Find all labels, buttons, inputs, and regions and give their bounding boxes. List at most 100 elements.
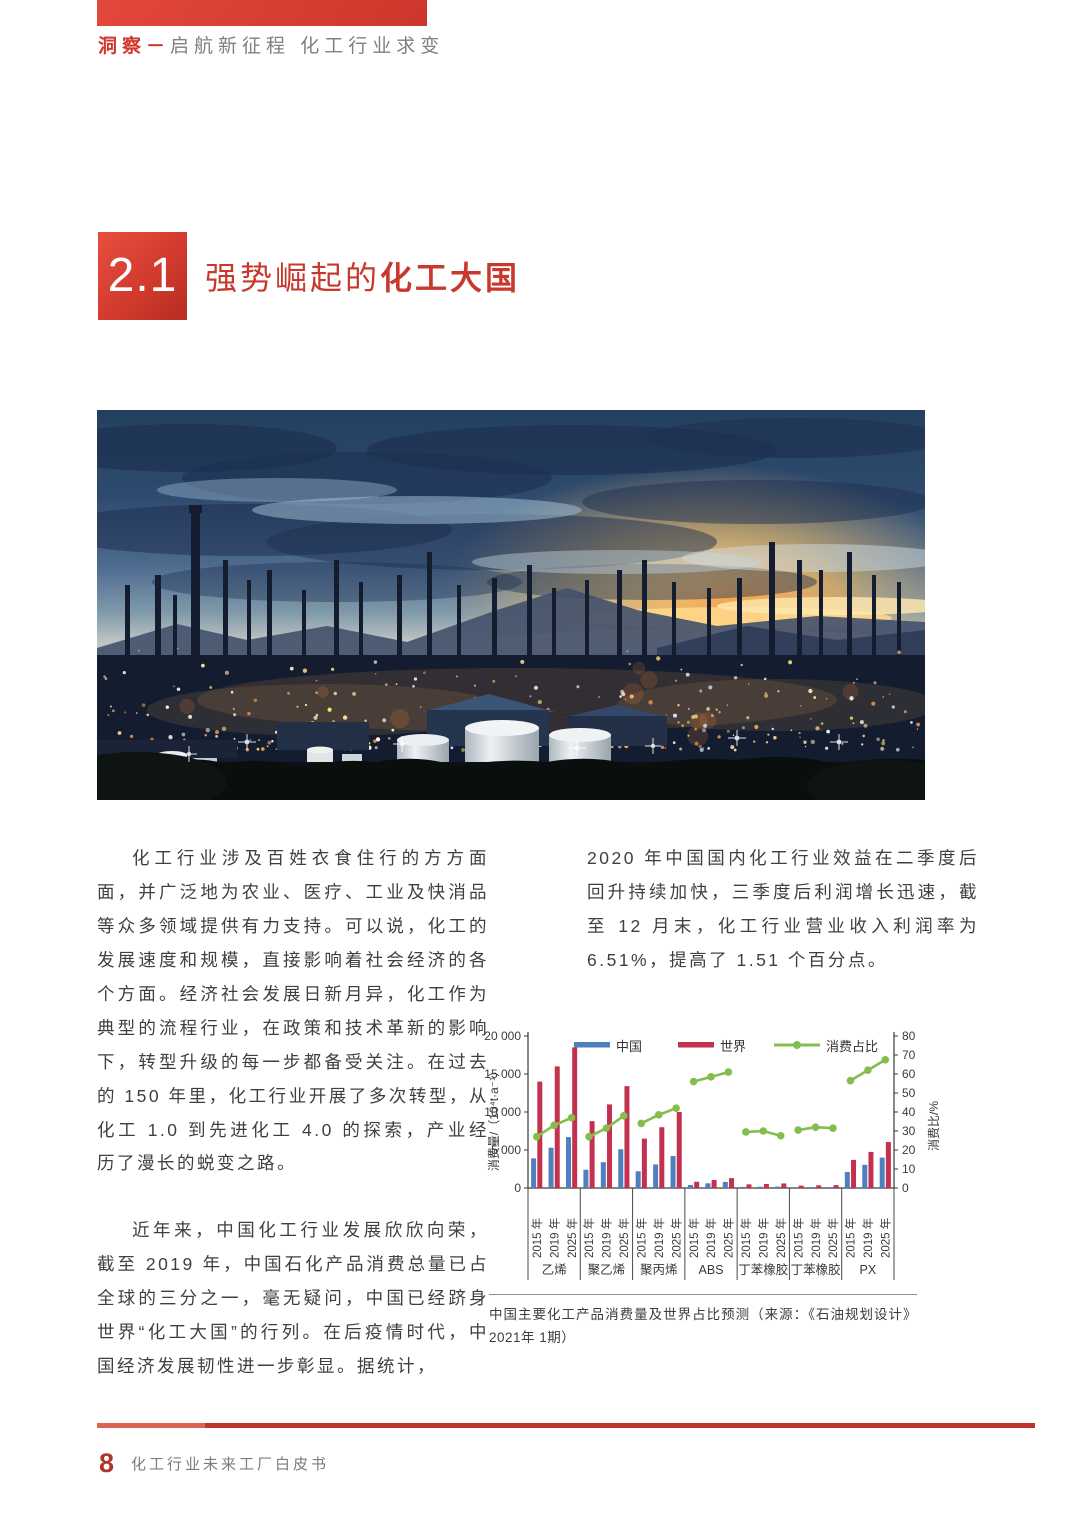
legend-swatch-china [574,1042,610,1048]
right-column: 2020 年中国国内化工行业效益在二季度后回升持续加快，三季度后利润增长迅速，截… [587,842,979,978]
share-marker [811,1123,820,1131]
group-label: PX [860,1263,877,1277]
group-label: 乙烯 [542,1263,567,1277]
refinery-photo-illustration [97,410,925,800]
svg-text:70: 70 [902,1048,916,1062]
section-title: 强势崛起的 化工大国 [205,232,520,320]
section-title-bold: 化工大国 [380,260,521,296]
share-marker [794,1126,802,1134]
paragraph: 近年来，中国化工行业发展欣欣向荣，截至 2019 年，中国石化产品消费总量已占全… [97,1220,489,1377]
svg-text:2025 年: 2025 年 [617,1218,631,1258]
section-number: 2.1 [107,249,178,302]
svg-text:2015 年: 2015 年 [687,1218,701,1258]
svg-text:20: 20 [902,1143,916,1157]
svg-text:2025 年: 2025 年 [565,1218,579,1258]
svg-text:2019 年: 2019 年 [600,1218,614,1258]
running-header: 洞察－启航新征程 化工行业求变 [98,31,444,58]
bar-world [833,1185,839,1188]
legend-swatch-world [678,1042,714,1048]
bar-china [722,1181,728,1188]
share-marker [620,1112,628,1120]
group-label: 聚乙烯 [588,1263,626,1277]
footer-rule [97,1423,1035,1428]
svg-text:60: 60 [902,1067,916,1081]
bar-china [827,1187,833,1188]
bar-china [600,1162,606,1188]
consumption-chart: 0 5 000 10 000 15 000 20 000 0 10 20 30 40 50 60 70 8… [484,1016,956,1306]
paragraph: 2020 年中国国内化工行业效益在二季度后回升持续加快，三季度后利润增长迅速，截… [587,848,979,970]
bar-world [676,1112,682,1188]
share-marker [532,1132,541,1141]
bar-world [607,1104,613,1188]
bar-world [711,1180,717,1188]
svg-text:2015 年: 2015 年 [844,1218,858,1258]
svg-text:2019 年: 2019 年 [704,1218,718,1258]
chart-caption: 中国主要化工产品消费量及世界占比预测（来源：《石油规划设计》2021年 1期） [489,1294,917,1350]
left-column: 化工行业涉及百姓衣食住行的方方面面，并广泛地为农业、医疗、工业及快消品等众多领域… [97,842,489,1384]
bar-world [868,1151,874,1188]
legend-label-china: 中国 [616,1039,642,1054]
svg-text:2015 年: 2015 年 [739,1218,753,1258]
floodlights [181,730,848,762]
bar-china [879,1157,885,1188]
svg-text:0: 0 [902,1181,909,1195]
bar-world [816,1185,822,1188]
svg-text:5 000: 5 000 [491,1143,521,1157]
bar-china [844,1172,850,1188]
top-red-bar [97,0,427,26]
share-marker [637,1119,646,1128]
section-title-regular: 强势崛起的 [205,260,381,296]
section-number-badge: 2.1 [98,232,187,320]
bar-china [792,1187,798,1188]
bar-world [746,1184,752,1188]
share-marker [567,1113,576,1122]
paragraph: 化工行业涉及百姓衣食住行的方方面面，并广泛地为农业、医疗、工业及快消品等众多领域… [97,848,489,1174]
share-marker [846,1076,855,1085]
svg-text:2025 年: 2025 年 [826,1218,840,1258]
svg-text:80: 80 [902,1029,916,1043]
trees [97,756,925,800]
share-marker [707,1073,715,1081]
svg-text:2019 年: 2019 年 [652,1218,666,1258]
svg-text:2019 年: 2019 年 [756,1218,770,1258]
bar-world [885,1142,891,1188]
bar-china [653,1164,659,1188]
svg-text:2019 年: 2019 年 [861,1218,875,1258]
svg-text:2019 年: 2019 年 [809,1218,823,1258]
svg-text:2019 年: 2019 年 [547,1218,561,1258]
footer: 8 化工行业未来工厂白皮书 [99,1450,329,1477]
bar-china [775,1186,781,1188]
svg-text:50: 50 [902,1086,916,1100]
consumption-chart-svg: 0 5 000 10 000 15 000 20 000 0 10 20 30 40 50 60 70 8… [484,1029,941,1280]
bar-china [531,1158,537,1188]
ylabel-left: 消费量/（10⁴t·a⁻¹） [487,1065,501,1171]
bar-china [548,1147,554,1188]
group-label: 丁苯橡胶 [791,1262,841,1277]
svg-text:0: 0 [514,1181,521,1195]
group-label: ABS [698,1263,723,1277]
bar-china [635,1171,641,1188]
bar-china [757,1186,763,1188]
bar-china [862,1164,868,1188]
bar-china [705,1183,711,1188]
bar-world [694,1181,700,1188]
svg-text:10 000: 10 000 [484,1105,521,1119]
svg-text:20 000: 20 000 [484,1029,521,1043]
svg-text:10: 10 [902,1162,916,1176]
ylabel-right: 消费比/% [927,1101,941,1151]
bar-china [565,1137,571,1188]
svg-text:40: 40 [902,1105,916,1119]
hero-photo [97,410,925,800]
share-marker [742,1128,750,1136]
share-marker [724,1068,733,1076]
bar-china [687,1184,693,1188]
svg-text:2015 年: 2015 年 [634,1218,648,1258]
share-marker [672,1104,680,1112]
running-header-tag: 洞察－ [98,36,171,57]
bar-world [659,1127,665,1188]
bar-world [781,1183,787,1188]
bar-china [583,1169,589,1188]
svg-text:2025 年: 2025 年 [722,1218,736,1258]
share-marker [829,1124,837,1132]
